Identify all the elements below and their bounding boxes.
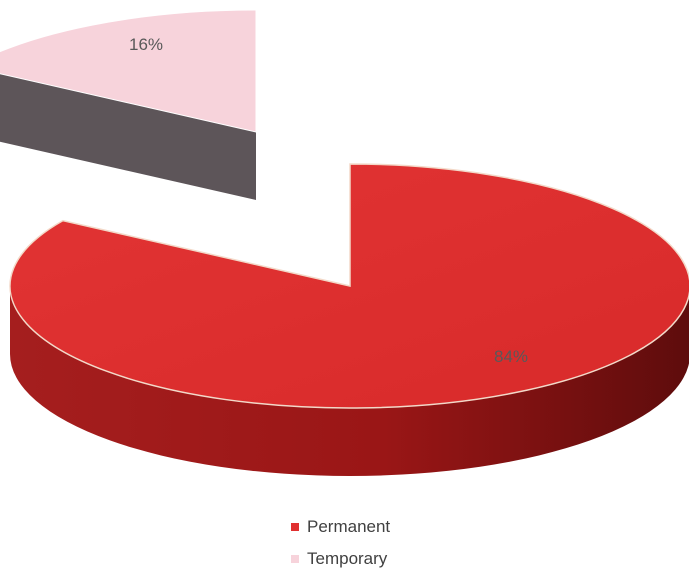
slice-temporary (0, 9, 257, 133)
legend-label-permanent: Permanent (307, 517, 391, 536)
slice-permanent (9, 163, 689, 409)
slice-permanent-side (10, 286, 689, 476)
legend: Permanent Temporary (291, 511, 390, 575)
data-label-permanent: 84% (494, 347, 528, 366)
legend-item-temporary: Temporary (291, 543, 390, 575)
legend-item-permanent: Permanent (291, 511, 390, 543)
legend-label-temporary: Temporary (307, 549, 388, 568)
slice-temporary-side (0, 73, 256, 200)
data-label-temporary: 16% (129, 35, 163, 54)
legend-swatch-permanent (291, 523, 299, 531)
legend-swatch-temporary (291, 555, 299, 563)
